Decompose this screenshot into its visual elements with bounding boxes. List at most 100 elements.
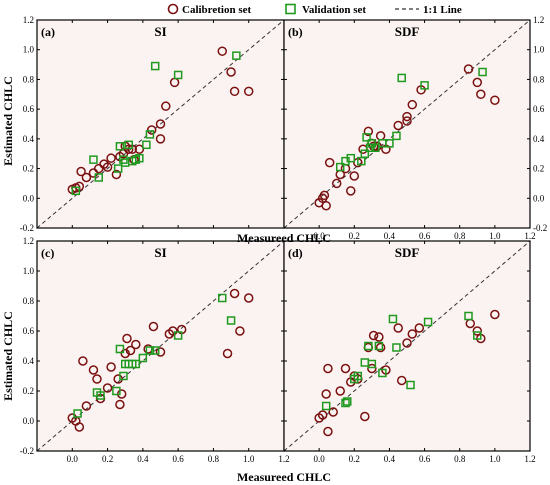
calibration-point bbox=[222, 348, 233, 359]
x-tick-label: 1.2 bbox=[524, 454, 535, 464]
y-axis-label-top: Estimated CHLC bbox=[1, 76, 15, 166]
y-tick-label: 0.6 bbox=[533, 104, 545, 114]
y-tick-label: 0.0 bbox=[533, 193, 545, 203]
validation-point bbox=[392, 343, 401, 352]
calibration-point bbox=[368, 330, 379, 341]
legend-label-one-to-one: 1:1 Line bbox=[423, 4, 462, 16]
validation-point bbox=[392, 131, 401, 141]
calibration-point bbox=[155, 347, 166, 357]
x-tick-label: 0.4 bbox=[384, 454, 396, 464]
calibration-point bbox=[76, 166, 86, 177]
calibration-point bbox=[235, 326, 245, 336]
calibration-point bbox=[131, 339, 141, 350]
legend: Calibretion set Validation set 1:1 Line bbox=[167, 3, 462, 16]
calibration-point bbox=[146, 125, 157, 135]
x-tick-label: 1.0 bbox=[489, 231, 501, 241]
validation-point bbox=[385, 139, 394, 148]
calibration-point bbox=[407, 99, 418, 110]
panel-c: -0.2 0.0 0.2 0.4 0.6 0.8 1.0 1.2 0.0 0.2 0.4 0.6 0.8… bbox=[20, 236, 290, 464]
y-tick-label: 1.0 bbox=[23, 45, 35, 55]
calibration-point bbox=[328, 407, 338, 417]
calibration-point bbox=[402, 116, 412, 126]
panel-label: (c) bbox=[41, 246, 54, 260]
y-tick-label: 0.4 bbox=[23, 356, 35, 366]
calibration-point bbox=[155, 134, 166, 144]
validation-point bbox=[464, 311, 473, 321]
x-tick-label: 1.0 bbox=[489, 454, 501, 464]
x-tick-label: 1.2 bbox=[524, 231, 535, 241]
x-tick-label: 0.6 bbox=[419, 454, 431, 464]
calibration-point bbox=[102, 383, 113, 393]
validation-point bbox=[119, 371, 128, 381]
validation-point bbox=[378, 368, 387, 378]
calibration-point bbox=[407, 329, 418, 339]
validation-point bbox=[113, 164, 123, 173]
validation-point bbox=[115, 344, 125, 354]
x-tick-label: 0.0 bbox=[67, 454, 79, 464]
validation-point bbox=[138, 353, 148, 363]
panel-a: -0.2 0.0 0.2 0.4 0.6 0.8 1.0 1.2 (a) SI bbox=[20, 15, 285, 233]
calibration-point bbox=[243, 86, 254, 97]
y-tick-label: 1.2 bbox=[533, 15, 544, 25]
calibration-point bbox=[490, 95, 500, 105]
validation-point bbox=[346, 153, 356, 163]
y-tick-label: 0.6 bbox=[23, 104, 35, 114]
calibration-point bbox=[120, 348, 130, 359]
x-tick-label: 1.2 bbox=[278, 454, 289, 464]
y-tick-label: 0.4 bbox=[23, 134, 35, 144]
plot-frame bbox=[283, 19, 531, 229]
panel-label: (b) bbox=[288, 25, 303, 39]
validation-point bbox=[353, 371, 363, 381]
calibration-point bbox=[125, 345, 136, 356]
y-tick-label: -0.2 bbox=[533, 223, 547, 233]
calibration-point bbox=[161, 101, 171, 111]
validation-point bbox=[145, 346, 155, 355]
validation-point bbox=[478, 67, 487, 77]
validation-point bbox=[473, 331, 482, 340]
x-tick-label: 0.2 bbox=[349, 454, 360, 464]
y-tick-label: 0.0 bbox=[23, 416, 35, 426]
one-to-one-line bbox=[283, 19, 531, 229]
y-tick-label: -0.2 bbox=[20, 223, 34, 233]
x-tick-label: 0.0 bbox=[314, 454, 326, 464]
calibration-point bbox=[81, 172, 92, 183]
calibration-point bbox=[168, 326, 178, 336]
calibration-point bbox=[346, 186, 356, 196]
validation-point bbox=[335, 162, 345, 172]
validation-point bbox=[173, 331, 183, 340]
y-tick-label: 1.2 bbox=[23, 15, 34, 25]
calibration-point bbox=[323, 363, 333, 374]
validation-point bbox=[135, 153, 144, 163]
validation-point bbox=[371, 143, 380, 153]
calibration-point bbox=[88, 365, 99, 375]
calibration-point bbox=[393, 323, 403, 333]
legend-circle-marker bbox=[167, 3, 179, 15]
validation-point bbox=[367, 359, 377, 369]
y-tick-label: 0.2 bbox=[23, 386, 34, 396]
validation-point bbox=[362, 133, 371, 142]
calibration-point bbox=[476, 89, 486, 100]
calibration-point bbox=[331, 178, 342, 189]
validation-point bbox=[341, 398, 350, 408]
x-tick-label: 0.4 bbox=[384, 231, 396, 241]
validation-point bbox=[218, 293, 227, 303]
calibration-point bbox=[363, 126, 374, 137]
y-tick-label: 1.0 bbox=[23, 266, 35, 276]
calibration-point bbox=[414, 323, 425, 333]
x-tick-label: 0.4 bbox=[137, 454, 149, 464]
panel-b: -0.2 0.0 0.2 0.4 0.6 0.8 1.0 1.2 0.0 0.2 0.4 0.6 0.8… bbox=[283, 15, 547, 241]
calibration-point bbox=[217, 46, 227, 56]
calibration-point bbox=[360, 411, 370, 422]
calibration-point bbox=[402, 338, 412, 348]
one-to-one-line bbox=[36, 240, 285, 452]
validation-point bbox=[73, 409, 82, 418]
calibration-point bbox=[490, 309, 500, 320]
x-tick-label: 0.6 bbox=[419, 231, 431, 241]
validation-point bbox=[145, 130, 155, 139]
y-tick-label: 0.2 bbox=[533, 164, 544, 174]
one-to-one-line bbox=[283, 240, 531, 452]
x-tick-label: 1.0 bbox=[243, 454, 255, 464]
calibration-point bbox=[155, 119, 166, 129]
validation-point bbox=[96, 391, 105, 400]
